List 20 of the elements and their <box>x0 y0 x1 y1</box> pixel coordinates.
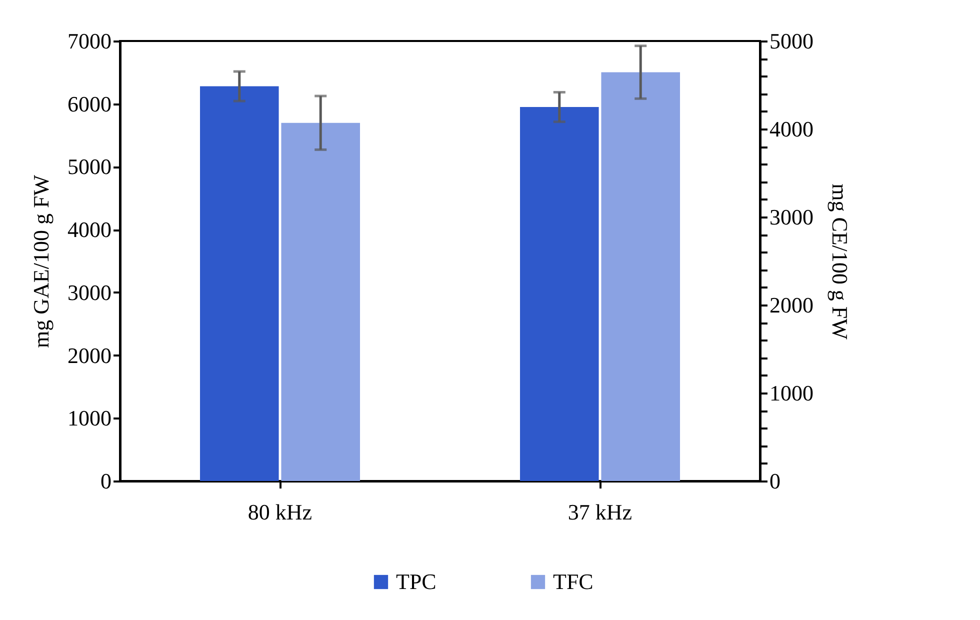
y-tick-label: 5000 <box>68 154 112 180</box>
y2-tick-label: 0 <box>770 468 780 494</box>
y2-tick-label: 5000 <box>770 28 814 54</box>
y-tick-label: 2000 <box>68 342 112 368</box>
y-tick-label: 6000 <box>68 91 112 116</box>
x-tick-label: 37 kHz <box>568 500 632 524</box>
y-tick-label: 1000 <box>68 406 112 431</box>
y-tick-label: 0 <box>100 468 112 494</box>
legend-label: TFC <box>553 569 594 594</box>
y2-tick-label: 3000 <box>770 204 814 230</box>
y2-tick-label: 1000 <box>770 380 814 406</box>
y-tick-label: 3000 <box>68 280 112 305</box>
y-tick-label: 7000 <box>68 28 112 54</box>
y-tick-label: 4000 <box>68 217 112 242</box>
y-axis-title: mg GAE/100 g FW <box>28 174 54 348</box>
y2-tick-label: 2000 <box>770 292 814 318</box>
y2-axis-title: mg CE/100 g FW <box>828 184 852 340</box>
x-tick-label: 80 kHz <box>248 500 312 524</box>
y2-tick-label: 4000 <box>770 116 814 142</box>
legend-label: TPC <box>396 569 436 594</box>
